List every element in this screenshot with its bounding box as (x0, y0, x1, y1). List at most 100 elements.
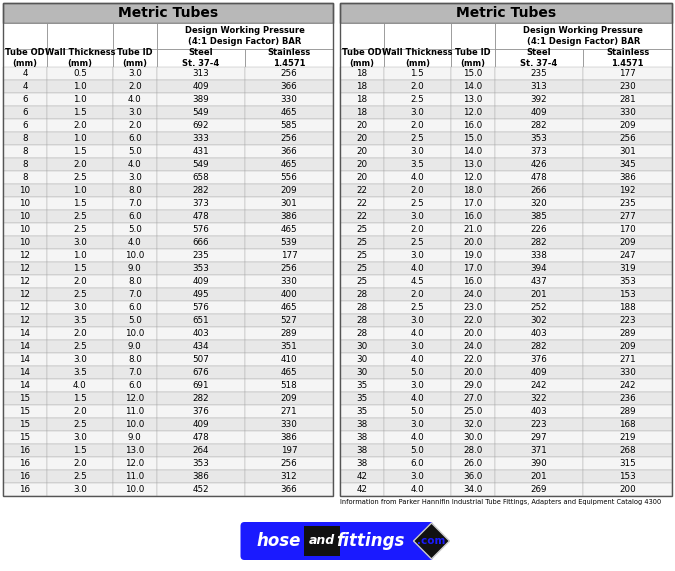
Text: 12.0: 12.0 (125, 459, 144, 468)
Bar (47, 288, 113, 301)
Bar (157, 262, 245, 275)
Text: 4.0: 4.0 (410, 433, 424, 442)
Text: Stainless
1.4571: Stainless 1.4571 (267, 49, 310, 67)
Bar (340, 93, 384, 106)
Text: 209: 209 (620, 238, 636, 247)
Text: 12: 12 (20, 316, 30, 325)
Text: 269: 269 (531, 485, 547, 494)
Bar (384, 223, 450, 236)
Text: 2.5: 2.5 (73, 420, 87, 429)
Text: 18: 18 (356, 95, 368, 104)
Text: 4.0: 4.0 (410, 394, 424, 403)
Bar (47, 80, 113, 93)
Bar (245, 405, 333, 418)
Bar (157, 106, 245, 119)
Bar (340, 249, 384, 262)
Text: 14: 14 (20, 355, 30, 364)
Bar (384, 418, 450, 431)
FancyBboxPatch shape (240, 522, 433, 560)
Text: 22.0: 22.0 (463, 316, 482, 325)
Text: 1.5: 1.5 (410, 69, 424, 78)
Text: 7.0: 7.0 (128, 368, 142, 377)
Bar (113, 379, 157, 392)
Bar (3, 262, 47, 275)
Bar (3, 171, 47, 184)
Text: 28.0: 28.0 (463, 446, 483, 455)
Text: 434: 434 (192, 342, 209, 351)
Bar (157, 80, 245, 93)
Bar (47, 379, 113, 392)
Bar (450, 470, 495, 483)
Bar (157, 145, 245, 158)
Bar (495, 405, 583, 418)
Text: 289: 289 (620, 329, 636, 338)
Bar (47, 431, 113, 444)
Text: 2.5: 2.5 (73, 342, 87, 351)
Text: 30.0: 30.0 (463, 433, 483, 442)
Bar (340, 275, 384, 288)
Bar (157, 171, 245, 184)
Text: 2.0: 2.0 (73, 121, 87, 130)
Bar (113, 80, 157, 93)
Text: 209: 209 (620, 342, 636, 351)
Text: 242: 242 (620, 381, 636, 390)
Bar (340, 80, 384, 93)
Text: 1.0: 1.0 (73, 186, 87, 195)
Bar (495, 145, 583, 158)
Text: 188: 188 (619, 303, 636, 312)
Text: 12.0: 12.0 (125, 394, 144, 403)
Text: 345: 345 (619, 160, 636, 169)
Bar (340, 210, 384, 223)
Bar (113, 93, 157, 106)
Text: 1.5: 1.5 (73, 446, 87, 455)
Text: 556: 556 (281, 173, 297, 182)
Text: 330: 330 (281, 277, 298, 286)
Text: 8: 8 (22, 173, 28, 182)
Text: 389: 389 (192, 95, 209, 104)
Bar (583, 431, 672, 444)
Bar (450, 49, 495, 67)
Text: 35: 35 (356, 407, 368, 416)
Bar (340, 301, 384, 314)
Bar (157, 158, 245, 171)
Text: 29.0: 29.0 (463, 381, 482, 390)
Bar (113, 457, 157, 470)
Text: 5.0: 5.0 (410, 368, 425, 377)
Bar (384, 301, 450, 314)
Text: 20.0: 20.0 (463, 368, 483, 377)
Bar (113, 327, 157, 340)
Bar (450, 197, 495, 210)
Bar (113, 340, 157, 353)
Bar (157, 431, 245, 444)
Bar (450, 340, 495, 353)
Bar (495, 132, 583, 145)
Text: 20: 20 (356, 173, 368, 182)
Bar (113, 353, 157, 366)
Text: 219: 219 (620, 433, 636, 442)
Bar (340, 379, 384, 392)
Bar (340, 444, 384, 457)
Text: 320: 320 (531, 199, 547, 208)
Text: 170: 170 (619, 225, 636, 234)
Bar (3, 106, 47, 119)
Text: 256: 256 (281, 264, 297, 273)
Bar (157, 340, 245, 353)
Text: 28: 28 (356, 329, 368, 338)
Bar (113, 49, 157, 67)
Bar (384, 379, 450, 392)
Bar (245, 301, 333, 314)
Bar (384, 145, 450, 158)
Bar (113, 145, 157, 158)
Text: 282: 282 (192, 186, 209, 195)
Text: 14: 14 (20, 342, 30, 351)
Bar (47, 184, 113, 197)
Text: Metric Tubes: Metric Tubes (456, 6, 556, 20)
Text: 10.0: 10.0 (125, 329, 144, 338)
Text: 36.0: 36.0 (463, 472, 483, 481)
Text: 3.0: 3.0 (410, 472, 425, 481)
Text: Design Working Pressure
(4:1 Design Factor) BAR: Design Working Pressure (4:1 Design Fact… (185, 26, 305, 46)
Text: 35: 35 (356, 381, 368, 390)
Text: 330: 330 (619, 368, 636, 377)
Text: 3.0: 3.0 (128, 108, 142, 117)
Bar (450, 210, 495, 223)
